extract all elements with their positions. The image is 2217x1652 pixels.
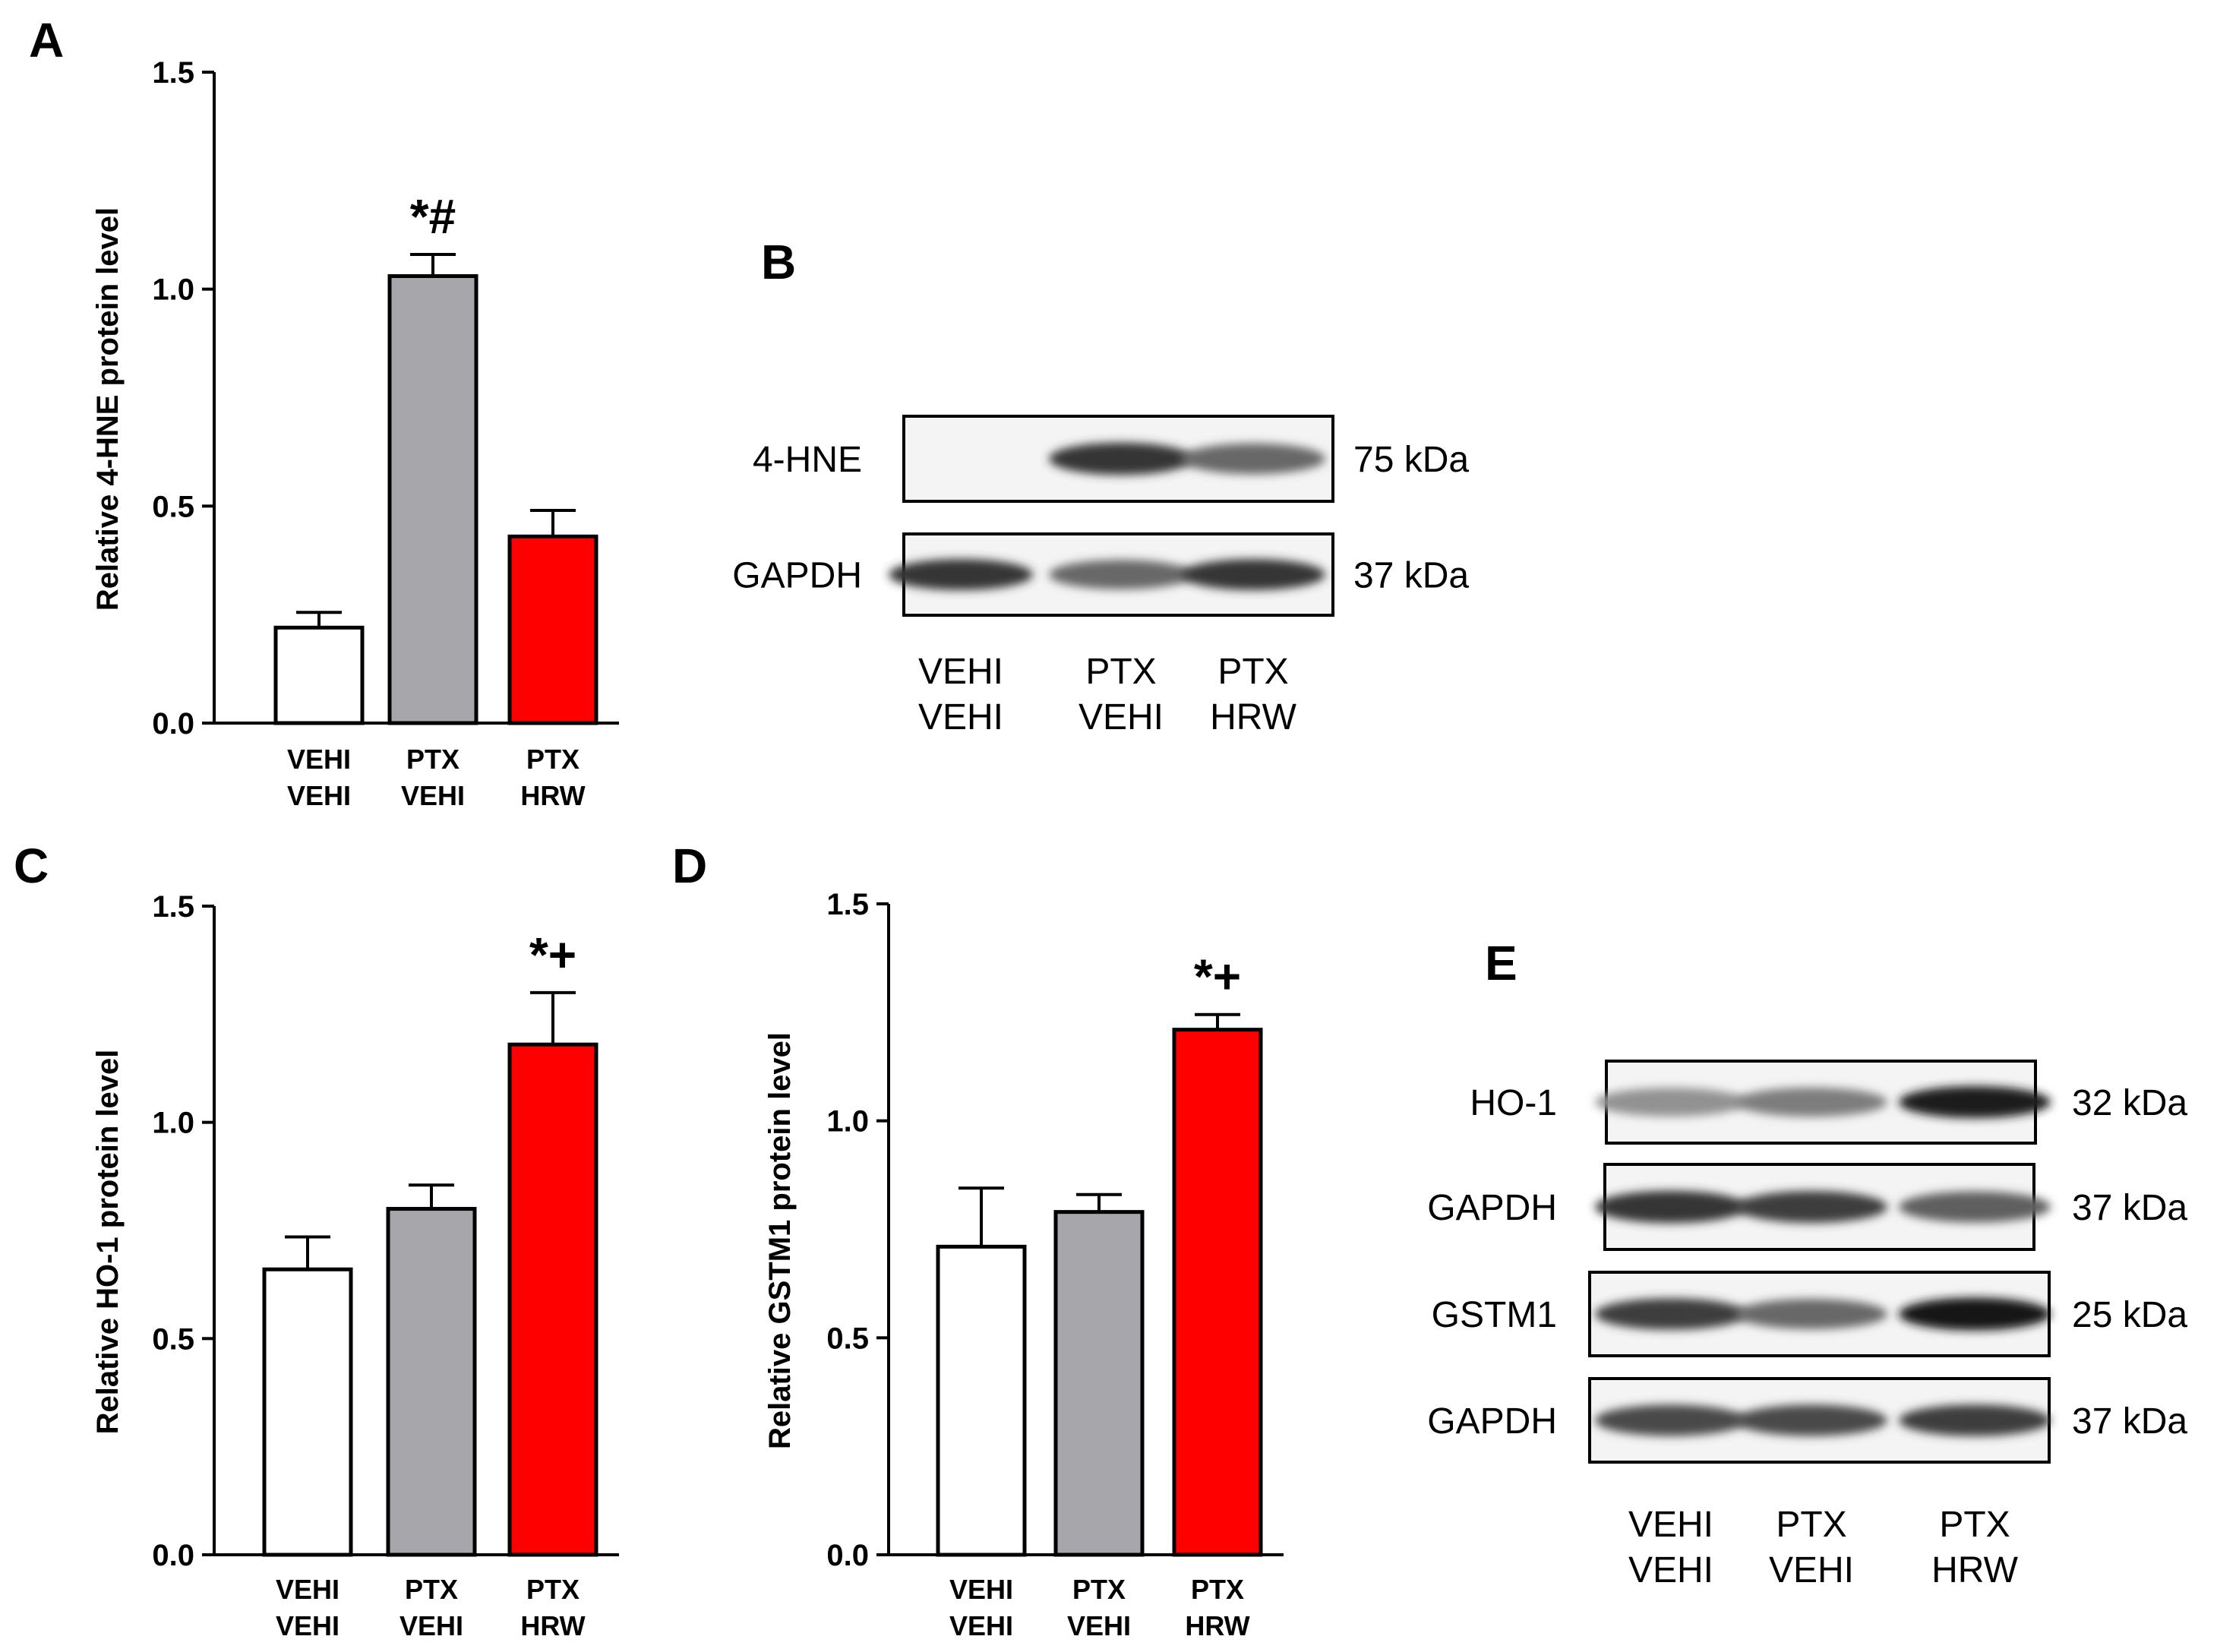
panel-b-blot-band bbox=[1049, 559, 1193, 590]
panel-letter-c: C bbox=[14, 839, 49, 893]
panel-d-category-label: PTX bbox=[1072, 1574, 1126, 1605]
panel-d-bar bbox=[936, 1244, 1027, 1557]
panel-d-significance-annotation: *+ bbox=[1194, 949, 1241, 1004]
panel-c-y-tick-label: 0.5 bbox=[152, 1322, 194, 1356]
panel-c-y-tick-label: 0.0 bbox=[152, 1539, 194, 1572]
panel-letter-e: E bbox=[1485, 936, 1517, 990]
panel-letter-b: B bbox=[761, 235, 796, 289]
panel-b-lane-label: PTX bbox=[1217, 652, 1288, 692]
panel-d-y-axis-label: Relative GSTM1 protein level bbox=[763, 1032, 797, 1449]
panel-e-protein-label: HO-1 bbox=[1470, 1083, 1557, 1123]
panel-e-molecular-weight-label: 32 kDa bbox=[2072, 1083, 2187, 1123]
panel-a-category-label: HRW bbox=[520, 780, 585, 811]
panel-letter-d: D bbox=[672, 839, 707, 893]
panel-a-bar bbox=[507, 534, 598, 725]
chart-panel-a: 0.0 0.5 1.0 1.5 Relative 4-HNE protein level… bbox=[91, 56, 619, 811]
panel-c-category-label: VEHI bbox=[400, 1610, 463, 1641]
panel-a-bar bbox=[273, 625, 365, 725]
western-blot-panel-e: HO-1 32 kDa GAPDH 37 kDa GSTM1 25 kDa GAPDH 37 … bbox=[1427, 1060, 2187, 1590]
panel-a-y-tick-label: 0.5 bbox=[152, 490, 194, 523]
panel-b-lane-label: VEHI bbox=[1078, 697, 1164, 738]
panel-e-protein-label: GAPDH bbox=[1427, 1188, 1557, 1228]
panel-b-lane-label: VEHI bbox=[918, 652, 1003, 692]
panel-c-y-tick-label: 1.0 bbox=[152, 1107, 194, 1140]
western-blot-panel-b: 4-HNE 75 kDa GAPDH 37 kDa VEHI VEHI PTX VEHI PTX… bbox=[732, 415, 1469, 738]
panel-c-bar bbox=[386, 1207, 477, 1557]
panel-d-bar bbox=[1053, 1210, 1145, 1557]
panel-e-lane-label: VEHI bbox=[1769, 1550, 1854, 1590]
panel-c-bar bbox=[262, 1267, 353, 1557]
panel-b-protein-label: GAPDH bbox=[732, 556, 862, 596]
panel-d-category-label: VEHI bbox=[949, 1574, 1013, 1605]
panel-c-y-axis-label: Relative HO-1 protein level bbox=[91, 1050, 125, 1435]
panel-c-bar bbox=[507, 1042, 598, 1557]
panel-e-blot-band bbox=[1899, 1297, 2051, 1331]
panel-letter-a: A bbox=[29, 13, 64, 68]
panel-c-category-label: VEHI bbox=[276, 1574, 339, 1605]
panel-b-blot-band bbox=[1049, 442, 1193, 475]
panel-e-molecular-weight-label: 37 kDa bbox=[2072, 1401, 2187, 1442]
panel-c-category-label: VEHI bbox=[276, 1610, 339, 1641]
panel-b-molecular-weight-label: 75 kDa bbox=[1353, 440, 1469, 480]
panel-b-blot-band bbox=[1181, 443, 1325, 475]
panel-d-y-tick-label: 0.0 bbox=[826, 1539, 869, 1572]
panel-a-category-label: PTX bbox=[526, 744, 580, 775]
panel-d-category-label: PTX bbox=[1191, 1574, 1244, 1605]
panel-d-bar bbox=[1172, 1028, 1263, 1557]
panel-a-y-axis-label: Relative 4-HNE protein level bbox=[91, 207, 125, 611]
panel-d-category-label: VEHI bbox=[1067, 1610, 1131, 1641]
panel-e-blot-band bbox=[1595, 1404, 1747, 1436]
panel-b-lane-label: HRW bbox=[1210, 697, 1296, 738]
panel-e-blot-band bbox=[1595, 1088, 1747, 1117]
panel-b-blot-band bbox=[889, 558, 1033, 591]
panel-e-blot-band bbox=[1735, 1190, 1887, 1224]
panel-a-y-tick-label: 0.0 bbox=[152, 707, 194, 741]
panel-e-blot-band bbox=[1595, 1190, 1747, 1224]
panel-e-lane-label: VEHI bbox=[1628, 1550, 1713, 1590]
panel-e-blot-band bbox=[1899, 1085, 2051, 1119]
panel-e-protein-label: GSTM1 bbox=[1432, 1295, 1557, 1335]
panel-e-molecular-weight-label: 25 kDa bbox=[2072, 1295, 2187, 1335]
panel-a-bar bbox=[387, 274, 478, 725]
panel-d-category-label: VEHI bbox=[949, 1610, 1013, 1641]
panel-e-blot-band bbox=[1899, 1191, 2051, 1223]
panel-e-blot-band bbox=[1595, 1298, 1747, 1330]
panel-e-lane-label: PTX bbox=[1776, 1505, 1846, 1545]
panel-b-lane-label: PTX bbox=[1085, 652, 1156, 692]
panel-a-y-tick-label: 1.5 bbox=[152, 56, 194, 90]
panel-c-significance-annotation: *+ bbox=[529, 927, 576, 982]
panel-e-lane-label: VEHI bbox=[1628, 1505, 1713, 1545]
panel-e-lane-label: PTX bbox=[1939, 1505, 2010, 1545]
panel-b-molecular-weight-label: 37 kDa bbox=[1353, 556, 1469, 596]
panel-a-category-label: VEHI bbox=[287, 744, 351, 775]
panel-e-lane-label: HRW bbox=[1931, 1550, 2018, 1590]
panel-d-y-tick-label: 1.0 bbox=[826, 1105, 869, 1139]
panel-a-category-label: PTX bbox=[406, 744, 460, 775]
panel-e-blot-band bbox=[1899, 1404, 2051, 1436]
panel-b-protein-label: 4-HNE bbox=[753, 440, 862, 480]
panel-c-category-label: HRW bbox=[520, 1610, 585, 1641]
chart-panel-c: 0.0 0.5 1.0 1.5 Relative HO-1 protein level V… bbox=[91, 890, 619, 1641]
panel-a-category-label: VEHI bbox=[401, 780, 465, 811]
panel-e-blot-band bbox=[1735, 1299, 1887, 1329]
panel-c-y-tick-label: 1.5 bbox=[152, 890, 194, 924]
panel-b-lane-label: VEHI bbox=[918, 697, 1003, 738]
panel-b-blot-band bbox=[1181, 558, 1325, 591]
panel-c-category-label: PTX bbox=[405, 1574, 458, 1605]
panel-a-significance-annotation: *# bbox=[410, 189, 456, 244]
panel-d-y-tick-label: 1.5 bbox=[826, 888, 869, 921]
panel-c-category-label: PTX bbox=[526, 1574, 580, 1605]
panel-d-category-label: HRW bbox=[1185, 1610, 1249, 1641]
panel-e-molecular-weight-label: 37 kDa bbox=[2072, 1188, 2187, 1228]
chart-panel-d: 0.0 0.5 1.0 1.5 Relative GSTM1 protein level… bbox=[763, 888, 1284, 1641]
panel-a-category-label: VEHI bbox=[287, 780, 351, 811]
panel-e-blot-band bbox=[1735, 1087, 1887, 1117]
panel-d-y-tick-label: 0.5 bbox=[826, 1322, 869, 1355]
panel-e-protein-label: GAPDH bbox=[1427, 1401, 1557, 1442]
panel-a-y-tick-label: 1.0 bbox=[152, 273, 194, 307]
panel-e-blot-band bbox=[1735, 1404, 1887, 1436]
